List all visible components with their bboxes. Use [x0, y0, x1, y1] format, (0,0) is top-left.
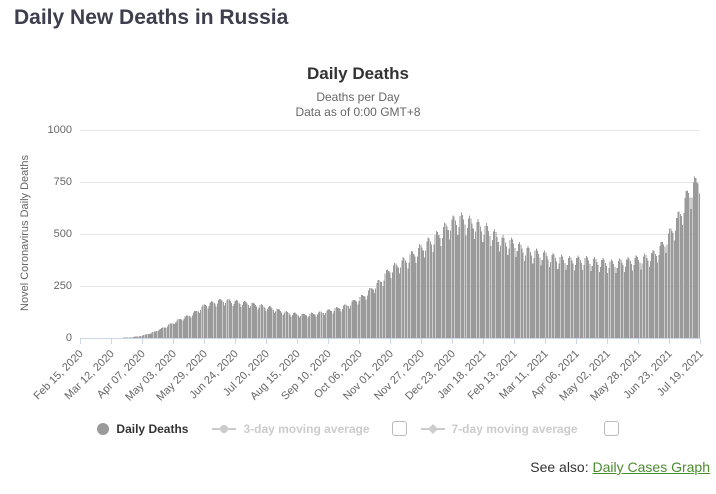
x-tick-mark [545, 339, 546, 344]
legend-label-3day-average: 3-day moving average [243, 421, 370, 436]
x-tick-mark [142, 339, 143, 344]
legend-item-daily-deaths[interactable]: Daily Deaths [97, 422, 188, 436]
chart-title: Daily Deaths [306, 64, 410, 83]
x-tick-mark [111, 339, 112, 344]
x-tick-mark [483, 339, 484, 344]
chart-subtitle-line1: Deaths per Day [316, 90, 400, 104]
x-tick-mark [514, 339, 515, 344]
y-tick-label: 250 [53, 280, 72, 292]
x-tick-mark [452, 339, 453, 344]
line-circle-marker-icon [212, 424, 237, 433]
x-tick-mark [607, 339, 608, 344]
page-title: Daily New Deaths in Russia [14, 6, 289, 29]
legend-item-7day-average[interactable]: 7-day moving average [420, 421, 578, 436]
y-tick-label: 0 [65, 332, 72, 344]
x-tick-mark [173, 339, 174, 344]
line-diamond-marker-icon [420, 423, 445, 434]
legend-label-7day-average: 7-day moving average [451, 421, 578, 436]
x-tick-mark [669, 339, 670, 344]
y-tick-label: 500 [53, 228, 72, 240]
see-also-label: See also: [530, 459, 589, 475]
x-tick-mark [297, 339, 298, 344]
x-tick-mark [421, 339, 422, 344]
y-tick-label: 1000 [47, 124, 72, 136]
chart-subtitle-line2: Data as of 0:00 GMT+8 [295, 105, 421, 119]
legend: Daily Deaths 3-day moving average 7-day … [0, 421, 716, 436]
x-tick-mark [390, 339, 391, 344]
x-axis-line [80, 338, 700, 339]
y-tick-label: 750 [53, 176, 72, 188]
daily-deaths-bar-series[interactable] [80, 130, 700, 338]
x-tick-mark [204, 339, 205, 344]
checkbox-3day-average[interactable] [391, 421, 407, 436]
x-tick-mark [235, 339, 236, 344]
x-tick-mark [80, 339, 81, 344]
legend-item-3day-average[interactable]: 3-day moving average [212, 421, 370, 436]
circle-marker-icon [97, 422, 110, 435]
gridline [80, 234, 700, 235]
see-also: See also: Daily Cases Graph [530, 459, 710, 475]
x-tick-mark [359, 339, 360, 344]
x-tick-mark [638, 339, 639, 344]
legend-label-daily-deaths: Daily Deaths [116, 421, 189, 436]
gridline [80, 182, 700, 183]
daily-cases-graph-link[interactable]: Daily Cases Graph [592, 459, 711, 475]
x-tick-mark [266, 339, 267, 344]
gridline [80, 130, 700, 131]
checkbox-7day-average[interactable] [603, 421, 619, 436]
x-tick-mark [700, 339, 701, 344]
x-tick-mark [576, 339, 577, 344]
x-tick-mark [328, 339, 329, 344]
